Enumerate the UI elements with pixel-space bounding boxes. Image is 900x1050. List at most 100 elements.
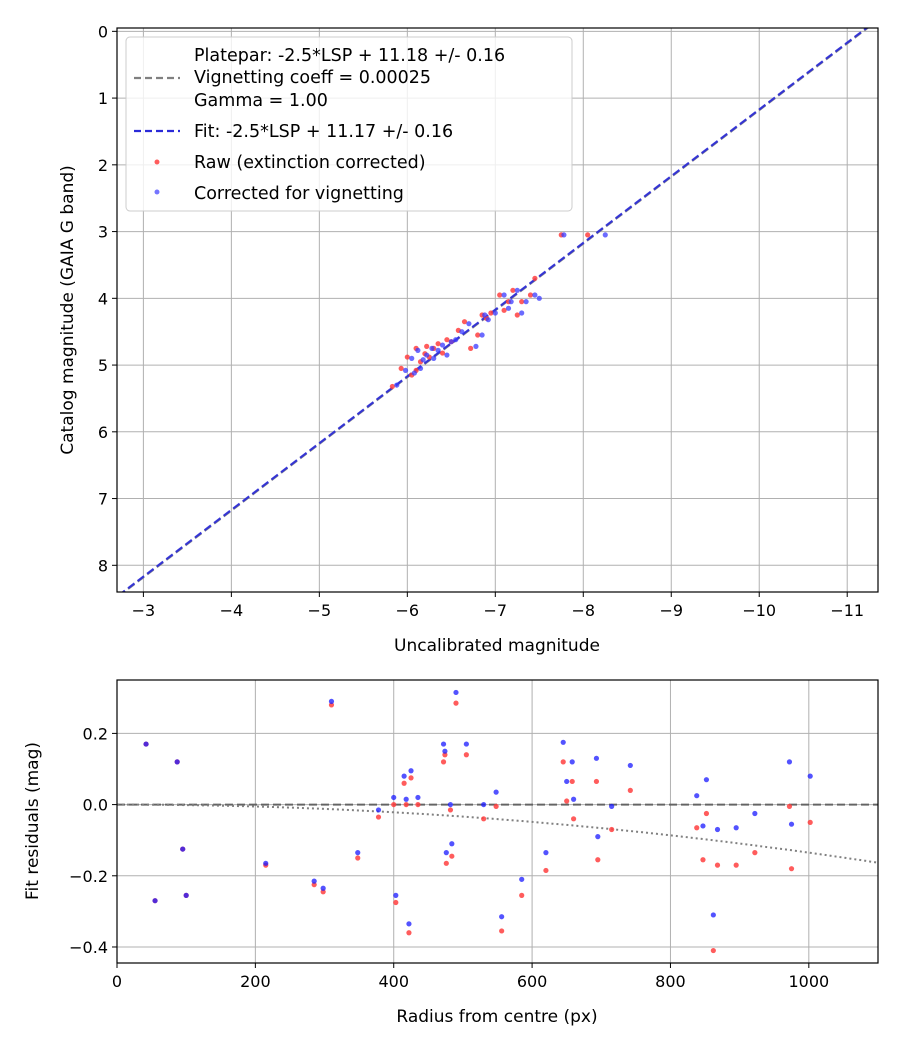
raw-point xyxy=(449,853,455,859)
raw-point xyxy=(447,807,454,813)
x-tick-label: −5 xyxy=(308,601,332,620)
raw-point xyxy=(493,803,499,809)
calibration-points xyxy=(389,232,608,390)
corrected-point xyxy=(391,794,397,801)
corrected-point xyxy=(560,739,566,745)
y-tick-label: −0.4 xyxy=(69,938,108,957)
corrected-point xyxy=(733,825,739,831)
corrected-point xyxy=(519,310,525,316)
raw-point xyxy=(703,810,710,817)
calibration-x-axis-label: Uncalibrated magnitude xyxy=(394,636,600,656)
legend-fit-label: Fit: -2.5*LSP + 11.17 +/- 0.16 xyxy=(194,122,453,142)
raw-point xyxy=(401,780,407,786)
corrected-point xyxy=(593,755,600,761)
x-tick-label: −7 xyxy=(484,601,508,620)
raw-point xyxy=(403,801,409,808)
raw-point xyxy=(468,345,474,351)
corrected-point xyxy=(564,778,570,785)
raw-point xyxy=(694,825,700,831)
corrected-point xyxy=(320,885,326,891)
corrected-point xyxy=(183,892,189,898)
raw-point xyxy=(519,299,525,305)
corrected-point xyxy=(459,329,465,335)
raw-point xyxy=(788,866,795,872)
legend-vignetting-label: Vignetting coeff = 0.00025 xyxy=(194,68,431,88)
corrected-point xyxy=(393,892,399,898)
legend-raw-marker xyxy=(154,159,160,165)
corrected-point xyxy=(514,287,520,293)
legend-raw-label: Raw (extinction corrected) xyxy=(194,153,426,173)
corrected-point xyxy=(453,689,459,696)
raw-point xyxy=(435,341,441,347)
raw-point xyxy=(439,350,446,356)
y-tick-label: 3 xyxy=(98,223,108,242)
raw-point xyxy=(595,857,601,863)
raw-point xyxy=(627,787,633,793)
raw-point xyxy=(497,292,503,298)
raw-point xyxy=(714,862,721,868)
corrected-point xyxy=(440,741,447,747)
raw-point xyxy=(475,332,481,338)
raw-point xyxy=(488,310,494,316)
corrected-point xyxy=(501,292,507,298)
raw-point xyxy=(499,928,505,934)
corrected-point xyxy=(595,834,601,840)
raw-point xyxy=(398,365,404,372)
raw-point xyxy=(481,816,487,822)
corrected-point xyxy=(442,748,448,754)
raw-point xyxy=(560,759,566,765)
corrected-point xyxy=(479,332,485,338)
x-tick-label: −4 xyxy=(220,601,244,620)
raw-point xyxy=(700,857,706,863)
corrected-point xyxy=(311,878,317,884)
corrected-point xyxy=(493,789,499,795)
raw-point xyxy=(786,803,793,809)
y-tick-label: 6 xyxy=(98,423,108,442)
x-tick-label: −8 xyxy=(571,601,595,620)
corrected-point xyxy=(752,810,758,817)
corrected-point xyxy=(714,826,721,833)
raw-point xyxy=(501,307,507,313)
y-tick-label: 0.2 xyxy=(83,724,108,743)
x-tick-label: −11 xyxy=(830,601,864,620)
y-tick-label: 8 xyxy=(98,556,108,575)
vignetting-model-curve xyxy=(117,803,878,864)
raw-point xyxy=(311,882,317,888)
raw-point xyxy=(408,775,414,781)
residuals-y-axis-label: Fit residuals (mag) xyxy=(23,742,43,900)
raw-point xyxy=(593,778,600,785)
corrected-point xyxy=(152,898,158,904)
corrected-point xyxy=(448,339,454,345)
corrected-point xyxy=(174,759,180,765)
calibration-plot-frame xyxy=(116,27,879,593)
raw-point xyxy=(391,801,397,808)
corrected-point xyxy=(443,850,449,856)
corrected-point xyxy=(394,382,400,388)
x-tick-label: 400 xyxy=(378,972,409,991)
legend-box xyxy=(125,36,573,212)
corrected-point xyxy=(420,357,426,363)
corrected-point xyxy=(263,860,269,866)
corrected-point xyxy=(523,299,529,305)
corrected-point xyxy=(401,773,407,779)
corrected-point xyxy=(444,352,450,358)
corrected-point xyxy=(627,762,633,769)
raw-point xyxy=(320,889,326,895)
x-tick-label: −3 xyxy=(132,601,156,620)
corrected-point xyxy=(453,337,459,343)
raw-point xyxy=(442,752,448,758)
raw-point xyxy=(453,700,459,706)
calibration-ticks: −3 −4 −5 −6 −7 −8 −9 −10 −11 0 1 2 3 4 5 6 7 8 xyxy=(98,22,864,620)
residuals-x-axis-label: Radius from centre (px) xyxy=(396,1007,597,1027)
raw-point xyxy=(443,860,449,866)
x-tick-label: −6 xyxy=(396,601,420,620)
y-tick-label: 2 xyxy=(98,156,108,175)
corrected-point xyxy=(355,850,361,856)
corrected-point xyxy=(609,803,615,809)
corrected-point xyxy=(435,347,441,353)
x-tick-label: 800 xyxy=(655,972,686,991)
raw-point xyxy=(532,275,538,281)
corrected-point xyxy=(449,841,455,847)
corrected-point xyxy=(409,355,415,361)
corrected-point xyxy=(543,850,549,856)
